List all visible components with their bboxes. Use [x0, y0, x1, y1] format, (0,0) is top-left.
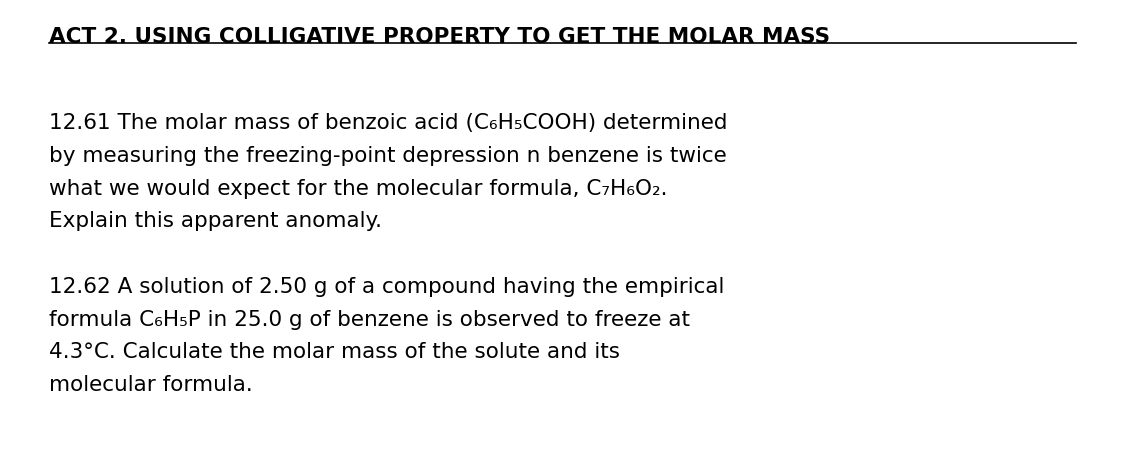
- Text: formula C₆H₅P in 25.0 g of benzene is observed to freeze at: formula C₆H₅P in 25.0 g of benzene is ob…: [48, 310, 690, 330]
- Text: ACT 2. USING COLLIGATIVE PROPERTY TO GET THE MOLAR MASS: ACT 2. USING COLLIGATIVE PROPERTY TO GET…: [48, 27, 830, 47]
- Text: what we would expect for the molecular formula, C₇H₆O₂.: what we would expect for the molecular f…: [48, 179, 667, 199]
- Text: Explain this apparent anomaly.: Explain this apparent anomaly.: [48, 212, 381, 232]
- Text: 4.3°C. Calculate the molar mass of the solute and its: 4.3°C. Calculate the molar mass of the s…: [48, 343, 620, 363]
- Text: molecular formula.: molecular formula.: [48, 375, 253, 395]
- Text: 12.62 A solution of 2.50 g of a compound having the empirical: 12.62 A solution of 2.50 g of a compound…: [48, 277, 724, 297]
- Text: 12.61 The molar mass of benzoic acid (C₆H₅COOH) determined: 12.61 The molar mass of benzoic acid (C₆…: [48, 113, 728, 133]
- Text: by measuring the freezing-point depression n benzene is twice: by measuring the freezing-point depressi…: [48, 146, 727, 166]
